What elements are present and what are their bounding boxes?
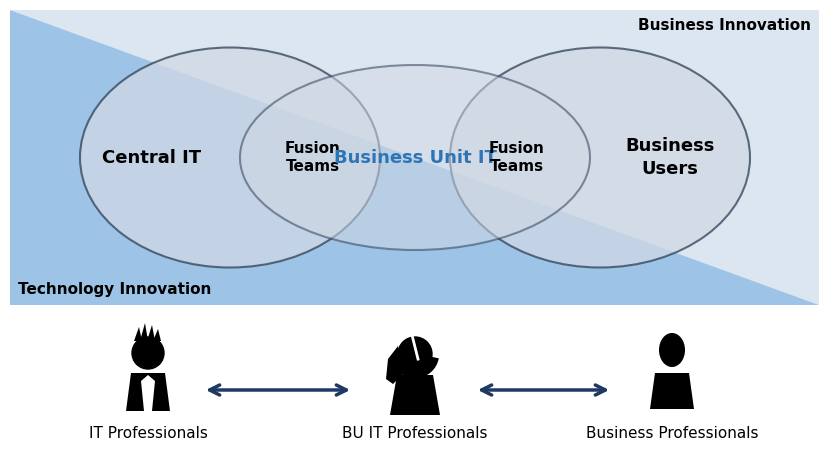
Text: BU IT Professionals: BU IT Professionals <box>342 426 487 441</box>
Polygon shape <box>386 346 402 384</box>
Polygon shape <box>153 329 161 341</box>
Text: Business Innovation: Business Innovation <box>638 18 810 33</box>
Polygon shape <box>141 375 155 411</box>
Circle shape <box>397 337 431 371</box>
Bar <box>10 10 818 305</box>
Text: Business Unit IT: Business Unit IT <box>333 148 496 166</box>
Ellipse shape <box>80 47 379 267</box>
Text: Fusion
Teams: Fusion Teams <box>285 141 340 174</box>
Text: Business
Users: Business Users <box>624 137 714 177</box>
Text: Technology Innovation: Technology Innovation <box>18 282 211 297</box>
Polygon shape <box>10 10 818 305</box>
Polygon shape <box>134 327 142 341</box>
Text: Business Professionals: Business Professionals <box>585 426 758 441</box>
Circle shape <box>132 337 164 369</box>
Ellipse shape <box>658 333 684 367</box>
Text: Fusion
Teams: Fusion Teams <box>489 141 544 174</box>
Polygon shape <box>126 373 170 411</box>
Text: Central IT: Central IT <box>103 148 201 166</box>
Polygon shape <box>10 10 818 305</box>
Ellipse shape <box>240 65 590 250</box>
Polygon shape <box>147 325 155 341</box>
Polygon shape <box>649 373 693 409</box>
Polygon shape <box>389 375 440 415</box>
Text: IT Professionals: IT Professionals <box>89 426 207 441</box>
Ellipse shape <box>450 47 749 267</box>
Polygon shape <box>140 323 148 341</box>
